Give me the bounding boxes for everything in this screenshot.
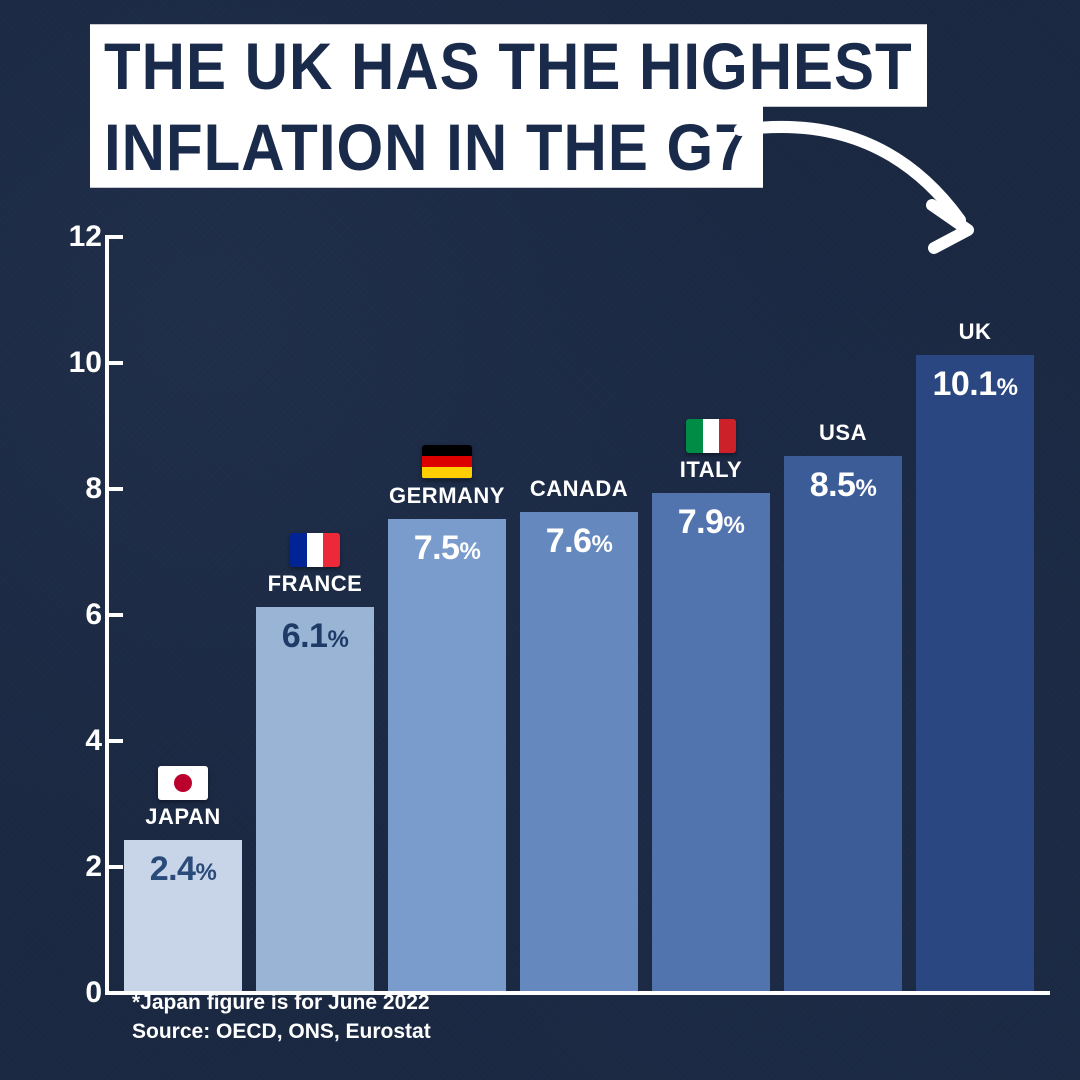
- y-tick: [105, 991, 123, 995]
- country-label-canada: CANADA: [530, 476, 628, 502]
- country-label-germany: GERMANY: [389, 483, 505, 509]
- bar-france: 6.1%: [256, 607, 374, 991]
- japan-flag-icon: [158, 766, 208, 800]
- country-label-france: FRANCE: [268, 571, 363, 597]
- y-tick-label: 0: [85, 976, 102, 1010]
- title-line-2: INFLATION IN THE G7: [90, 105, 763, 188]
- bar-group-uk: UK 10.1%: [916, 321, 1034, 991]
- footnote-line-1: *Japan figure is for June 2022: [132, 989, 431, 1017]
- bar-group-france: FRANCE6.1%: [256, 607, 374, 991]
- footnote-line-2: Source: OECD, ONS, Eurostat: [132, 1018, 431, 1046]
- country-label-usa: USA: [819, 420, 867, 446]
- country-label-japan: JAPAN: [145, 804, 220, 830]
- bar-canada: 7.6%: [520, 512, 638, 991]
- germany-flag-icon: [422, 445, 472, 479]
- bar-value-italy: 7.9%: [652, 503, 770, 542]
- bar-italy: 7.9%: [652, 493, 770, 991]
- y-tick-label: 4: [85, 724, 102, 758]
- y-tick-label: 10: [69, 346, 102, 380]
- y-tick-label: 6: [85, 598, 102, 632]
- bar-group-italy: ITALY7.9%: [652, 493, 770, 991]
- bars-container: JAPAN2.4%FRANCE6.1%GERMANY7.5%✦CANADA7.6…: [109, 235, 1049, 991]
- country-label-italy: ITALY: [680, 457, 742, 483]
- y-tick-label: 2: [85, 850, 102, 884]
- country-label-uk: UK: [959, 319, 992, 345]
- chart-title: THE UK HAS THE HIGHEST INFLATION IN THE …: [90, 28, 927, 190]
- bar-value-germany: 7.5%: [388, 529, 506, 568]
- italy-flag-icon: [686, 419, 736, 453]
- bar-group-usa: USA 8.5%: [784, 422, 902, 992]
- france-flag-icon: [290, 533, 340, 567]
- bar-chart: 024681012 JAPAN2.4%FRANCE6.1%GERMANY7.5%…: [60, 235, 1050, 995]
- footnote: *Japan figure is for June 2022 Source: O…: [132, 989, 431, 1046]
- bar-usa: 8.5%: [784, 456, 902, 992]
- y-tick-label: 8: [85, 472, 102, 506]
- bar-value-france: 6.1%: [256, 617, 374, 656]
- bar-japan: 2.4%: [124, 840, 242, 991]
- bar-germany: 7.5%: [388, 519, 506, 992]
- y-tick-label: 12: [69, 220, 102, 254]
- title-line-1: THE UK HAS THE HIGHEST: [90, 24, 927, 107]
- bar-uk: 10.1%: [916, 355, 1034, 991]
- bar-group-canada: ✦CANADA7.6%: [520, 478, 638, 991]
- bar-value-usa: 8.5%: [784, 466, 902, 505]
- bar-value-japan: 2.4%: [124, 850, 242, 889]
- bar-group-japan: JAPAN2.4%: [124, 840, 242, 991]
- bar-group-germany: GERMANY7.5%: [388, 519, 506, 992]
- bar-value-canada: 7.6%: [520, 522, 638, 561]
- bar-value-uk: 10.1%: [916, 365, 1034, 404]
